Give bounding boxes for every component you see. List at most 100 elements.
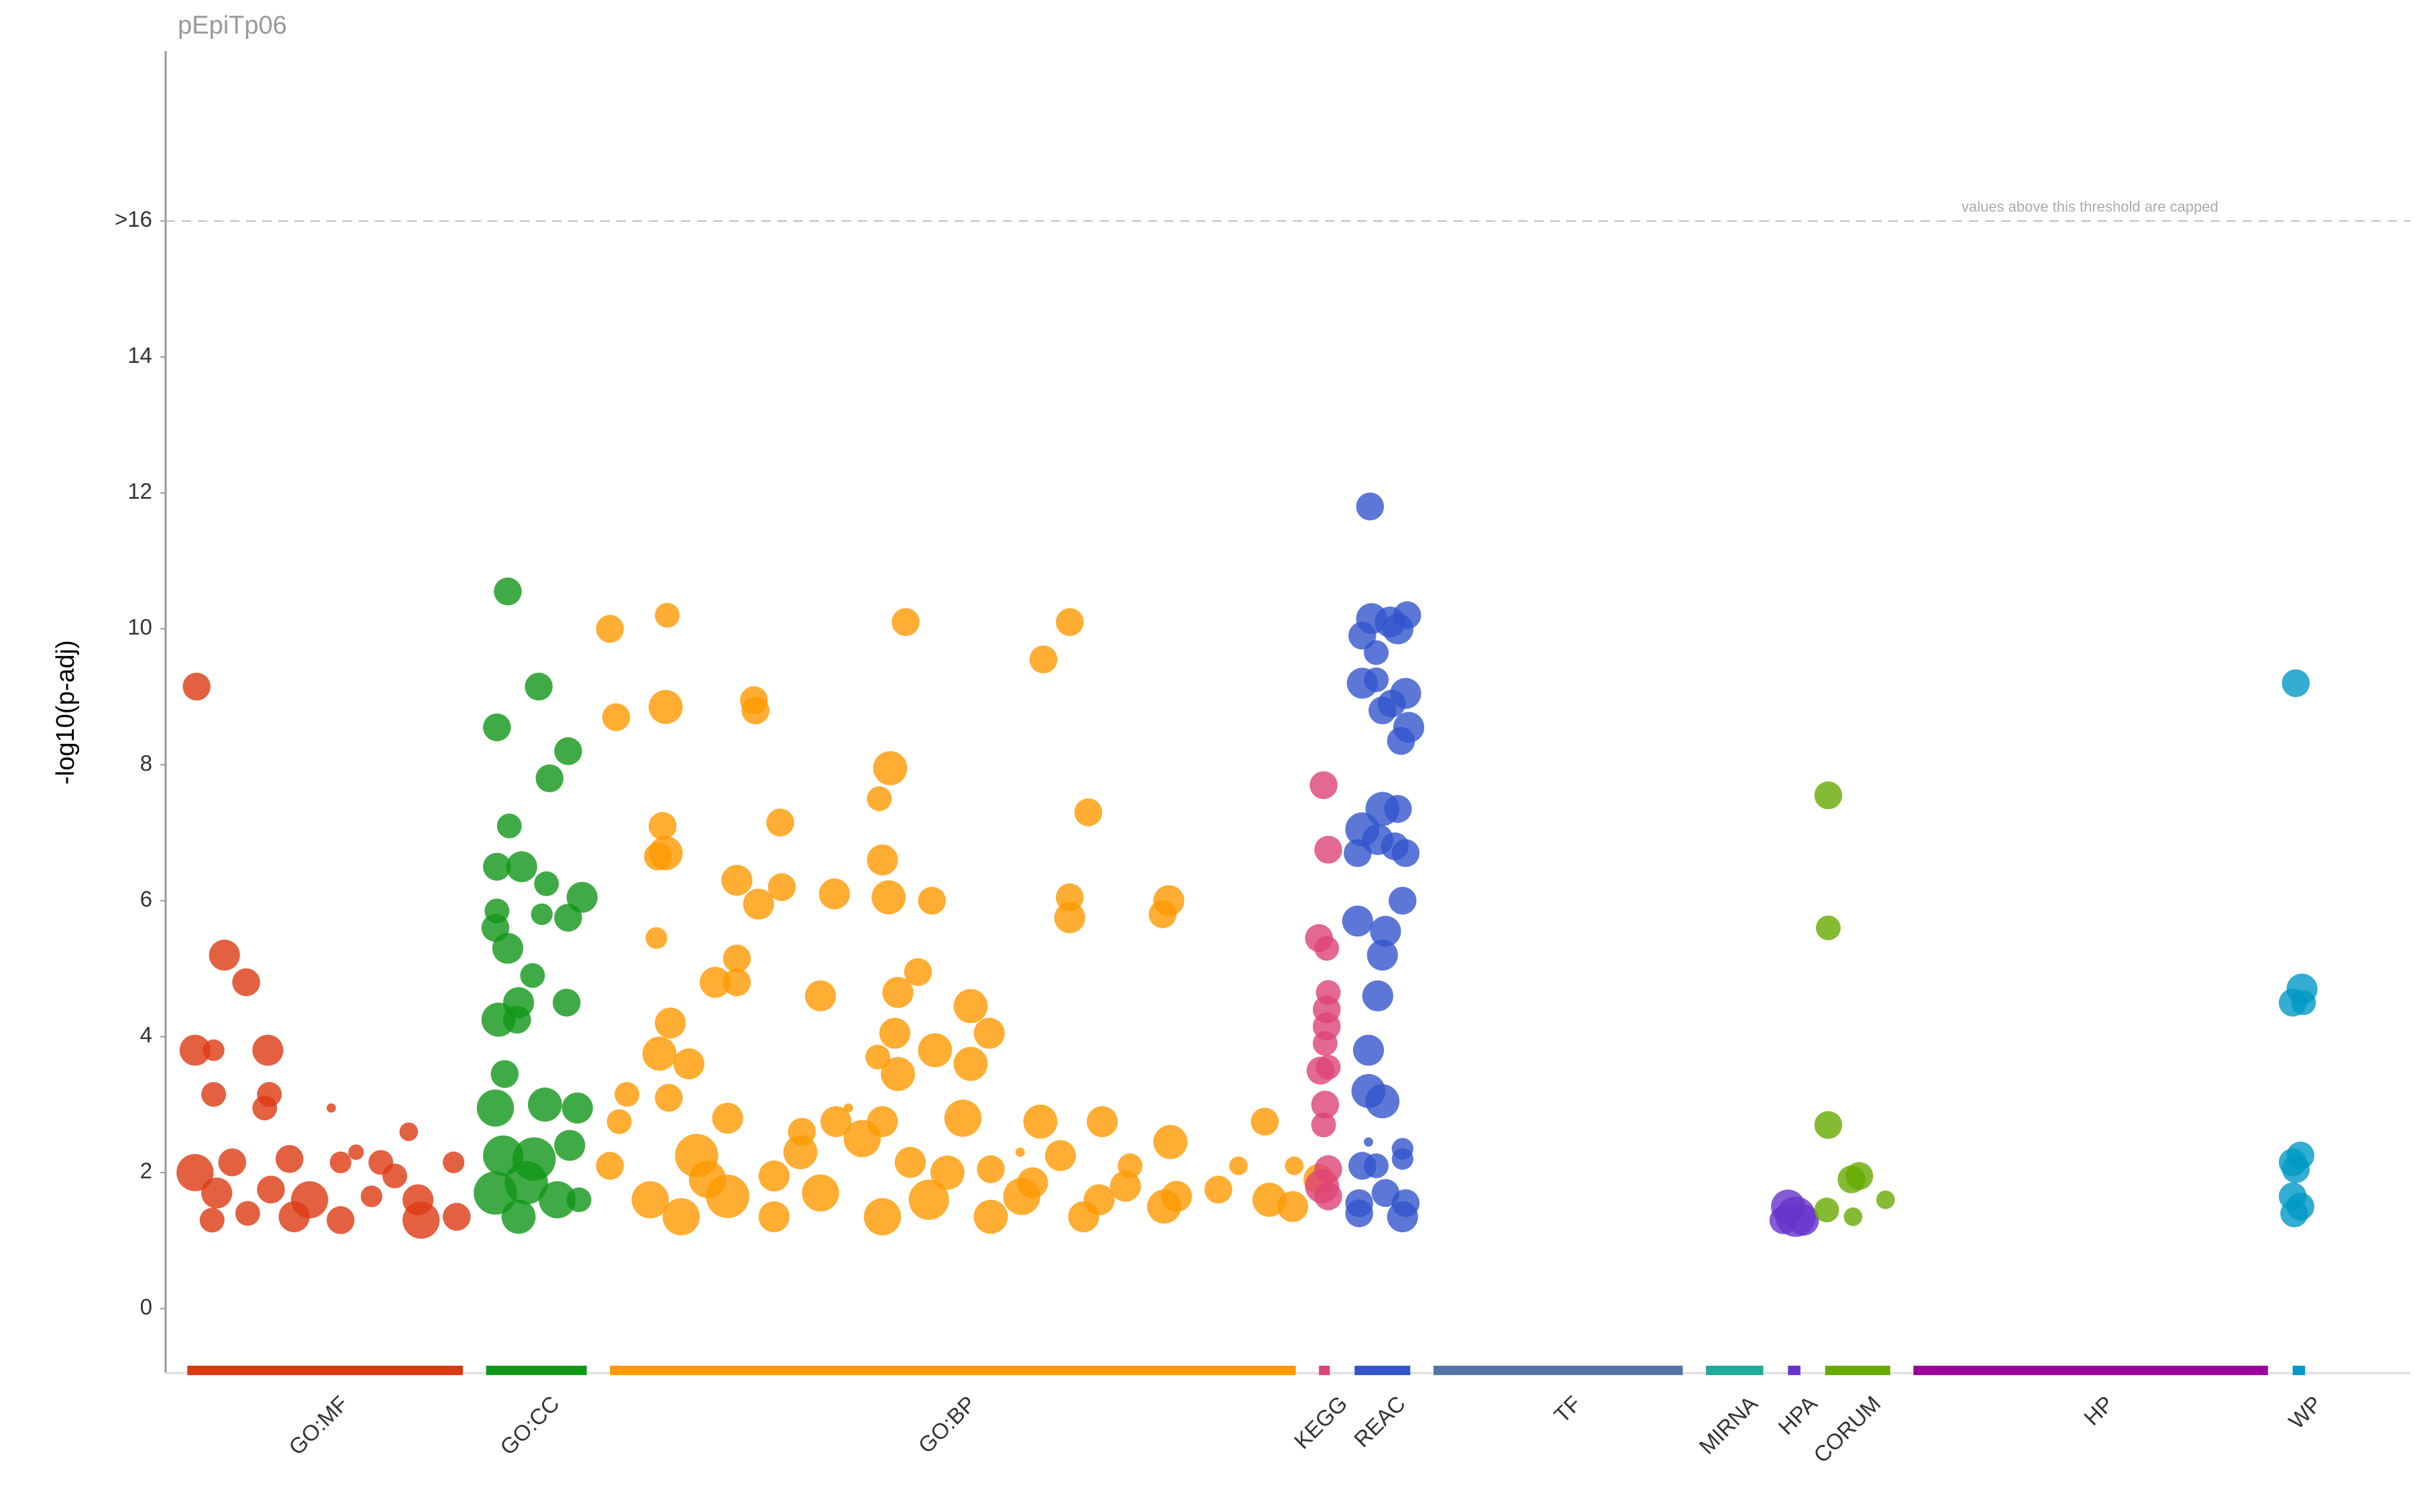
source-bar [1354, 1365, 1411, 1375]
term-point [973, 1199, 1008, 1234]
term-point [802, 1174, 839, 1212]
term-point [566, 1187, 592, 1213]
source-bar [1706, 1365, 1764, 1375]
term-point [882, 977, 914, 1008]
term-point [930, 1155, 965, 1190]
term-point [1074, 798, 1103, 826]
y-tick-label: 6 [140, 886, 152, 911]
term-point [199, 1207, 225, 1233]
term-point [1314, 936, 1340, 961]
term-point [1044, 1140, 1076, 1171]
term-point [820, 1105, 852, 1138]
term-point [1814, 1111, 1843, 1139]
term-point [918, 1033, 953, 1068]
term-point [1314, 1182, 1342, 1211]
term-point [614, 1082, 640, 1107]
term-point [648, 812, 677, 841]
term-point [566, 881, 598, 913]
term-point [1147, 1189, 1181, 1224]
term-point [805, 980, 837, 1012]
term-point [1342, 906, 1373, 937]
term-point [596, 614, 624, 643]
term-point [973, 1018, 1005, 1049]
term-point [1148, 900, 1177, 928]
term-point [602, 703, 631, 731]
term-point [1362, 980, 1393, 1012]
term-point [203, 1039, 225, 1061]
term-point [1788, 1204, 1819, 1236]
term-point [182, 672, 211, 701]
term-point [631, 1181, 669, 1219]
term-point [596, 1152, 624, 1180]
term-point [1387, 726, 1415, 755]
y-tick-label: 8 [140, 751, 152, 775]
y-tick-label: 14 [127, 343, 152, 368]
source-label: WP [2284, 1391, 2326, 1434]
term-point [561, 1092, 593, 1124]
term-point [944, 1099, 982, 1137]
term-point [1204, 1175, 1232, 1204]
source-label: REAC [1349, 1391, 1410, 1452]
term-point [1352, 1034, 1385, 1066]
term-point [881, 1057, 915, 1091]
term-point [1365, 1084, 1400, 1119]
term-point [712, 1102, 743, 1134]
term-point [360, 1185, 382, 1207]
term-point [179, 1034, 211, 1066]
term-point [867, 786, 892, 812]
y-axis-label: -log10(p-adj) [52, 640, 80, 784]
term-point [1015, 1147, 1025, 1157]
term-point [1250, 1108, 1279, 1136]
term-point [908, 1179, 949, 1220]
term-point [492, 932, 524, 964]
term-point [741, 696, 769, 724]
term-point [843, 1103, 853, 1113]
term-point [329, 1151, 352, 1173]
term-point [235, 1201, 260, 1226]
term-point [257, 1175, 285, 1204]
term-point [278, 1201, 310, 1232]
term-point [766, 808, 794, 836]
term-point [871, 880, 906, 915]
term-point [348, 1144, 364, 1160]
term-point [1110, 1171, 1141, 1202]
term-point [252, 1034, 284, 1066]
term-point [642, 1036, 677, 1071]
term-point [722, 968, 751, 997]
term-point [1382, 613, 1413, 645]
term-point [1837, 1165, 1866, 1193]
source-label: HPA [1773, 1391, 1821, 1439]
term-point [1815, 915, 1841, 940]
source-label: MIRNA [1695, 1391, 1762, 1458]
term-point [1229, 1156, 1248, 1175]
term-point [655, 1083, 683, 1112]
term-point [879, 1018, 910, 1049]
term-point [201, 1177, 233, 1209]
term-point [232, 968, 260, 997]
term-point [688, 1160, 727, 1198]
term-point [758, 1201, 790, 1232]
term-point [1316, 1055, 1341, 1080]
y-tick-label: 10 [127, 614, 152, 639]
term-point [209, 939, 240, 971]
y-tick-label: 0 [140, 1294, 152, 1319]
term-point [1366, 939, 1398, 971]
term-point [275, 1144, 304, 1173]
term-point [476, 1089, 515, 1127]
term-point [904, 958, 932, 986]
term-point [1814, 781, 1843, 810]
term-point [2282, 1155, 2310, 1183]
term-point [1312, 1031, 1338, 1056]
term-point [743, 888, 774, 920]
term-point [1814, 1197, 1839, 1223]
term-point [2280, 1199, 2308, 1228]
term-point [767, 873, 796, 902]
term-point [894, 1146, 926, 1178]
term-point [673, 1048, 704, 1079]
term-point [1314, 835, 1342, 864]
term-point [1345, 1199, 1373, 1228]
term-point [201, 1082, 226, 1107]
term-point [863, 1198, 902, 1236]
